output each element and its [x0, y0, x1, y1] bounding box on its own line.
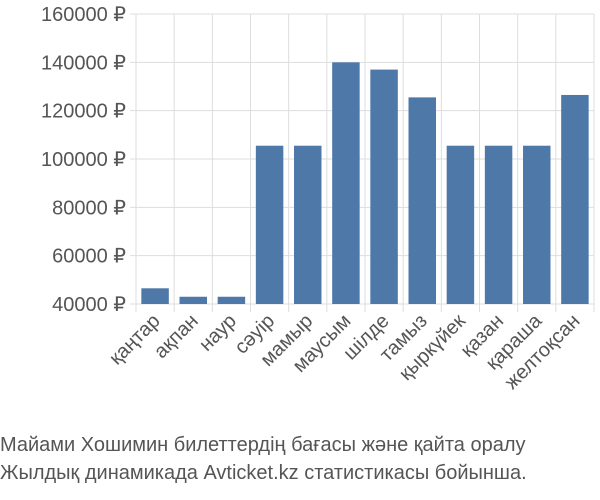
y-tick-label: 160000 ₽: [41, 4, 126, 26]
bar-қаңтар: [141, 288, 169, 304]
x-tick-label: қаңтар: [105, 310, 164, 369]
bar-қараша: [523, 145, 551, 304]
bar-наур: [217, 296, 246, 304]
y-axis-ticks: 40000 ₽ 60000 ₽ 80000 ₽ 100000 ₽ 120000 ₽ 140…: [41, 4, 126, 316]
x-tick-label: наур: [195, 310, 241, 356]
y-tick-label: 100000 ₽: [41, 149, 126, 171]
y-tick-label: 60000 ₽: [52, 246, 126, 268]
bar-chart: 40000 ₽ 60000 ₽ 80000 ₽ 100000 ₽ 120000 ₽ 140…: [41, 4, 595, 394]
y-tick-label: 40000 ₽: [52, 294, 126, 316]
bar-сәуір: [255, 145, 284, 304]
y-tick-label: 120000 ₽: [41, 101, 126, 123]
y-tick-label: 140000 ₽: [41, 52, 126, 74]
bar-қыркүйек: [446, 145, 475, 304]
chart-bars: [141, 62, 589, 305]
bar-ақпан: [179, 296, 207, 304]
bar-қазан: [484, 145, 513, 304]
chart-caption-line-2: Жылдық динамикада Avticket.kz статистика…: [0, 462, 527, 484]
bar-мамыр: [294, 145, 322, 304]
bar-тамыз: [408, 97, 436, 304]
chart-caption-line-1: Майами Хошимин билеттердің бағасы және қ…: [0, 434, 526, 456]
bar-шілде: [370, 69, 398, 304]
x-tick-label: ақпан: [150, 310, 203, 363]
y-tick-label: 80000 ₽: [52, 197, 126, 219]
x-axis-ticks: қаңтарақпаннаурсәуірмамырмаусымшілдетамы…: [105, 309, 584, 393]
bar-маусым: [332, 62, 360, 305]
chart-grid: [130, 13, 595, 312]
bar-желтоқсан: [561, 94, 589, 304]
